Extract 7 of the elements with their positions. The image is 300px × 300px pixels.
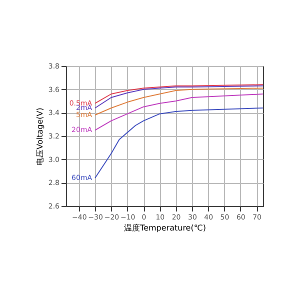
line-series [94,84,264,104]
line-series [94,94,264,131]
line-series [94,108,264,178]
line-series [94,85,264,108]
line-series [94,88,264,116]
x-axis-title: 温度Temperature(℃) [124,224,206,232]
y-axis-title: 电压Voltage(V) [35,108,44,166]
